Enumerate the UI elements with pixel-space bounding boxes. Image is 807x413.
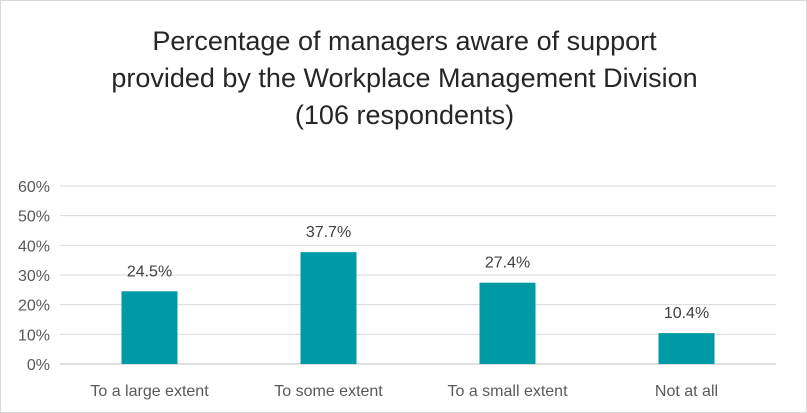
y-tick-label: 60% — [18, 179, 50, 196]
chart-title-line-3: (106 respondents) — [294, 100, 515, 130]
x-tick-label: To a small extent — [447, 383, 568, 400]
y-axis-tick-labels: 0% 10% 20% 30% 40% 50% 60% — [18, 179, 50, 374]
data-label: 37.7% — [306, 224, 351, 241]
x-axis-tick-labels: To a large extent To some extent To a smal… — [90, 383, 718, 400]
bar — [121, 291, 178, 364]
bar — [479, 282, 536, 364]
data-label: 10.4% — [664, 305, 709, 322]
x-tick-label: To a large extent — [90, 383, 209, 400]
bar — [300, 252, 357, 364]
y-tick-label: 10% — [18, 327, 50, 344]
bars — [121, 252, 715, 364]
chart-title: Percentage of managers aware of support … — [1, 23, 807, 134]
y-tick-label: 20% — [18, 298, 50, 315]
chart-title-line-2: provided by the Workplace Management Div… — [111, 63, 698, 93]
data-label: 27.4% — [485, 255, 530, 272]
gridlines — [60, 185, 776, 365]
x-tick-label: To some extent — [274, 383, 383, 400]
y-tick-label: 50% — [18, 209, 50, 226]
data-label: 24.5% — [127, 263, 172, 280]
data-labels: 24.5% 37.7% 27.4% 10.4% — [127, 224, 709, 322]
chart-title-line-1: Percentage of managers aware of support — [152, 26, 657, 56]
x-tick-label: Not at all — [655, 383, 718, 400]
bar — [658, 333, 715, 364]
y-tick-label: 40% — [18, 238, 50, 255]
y-tick-label: 30% — [18, 268, 50, 285]
y-tick-label: 0% — [27, 357, 50, 374]
